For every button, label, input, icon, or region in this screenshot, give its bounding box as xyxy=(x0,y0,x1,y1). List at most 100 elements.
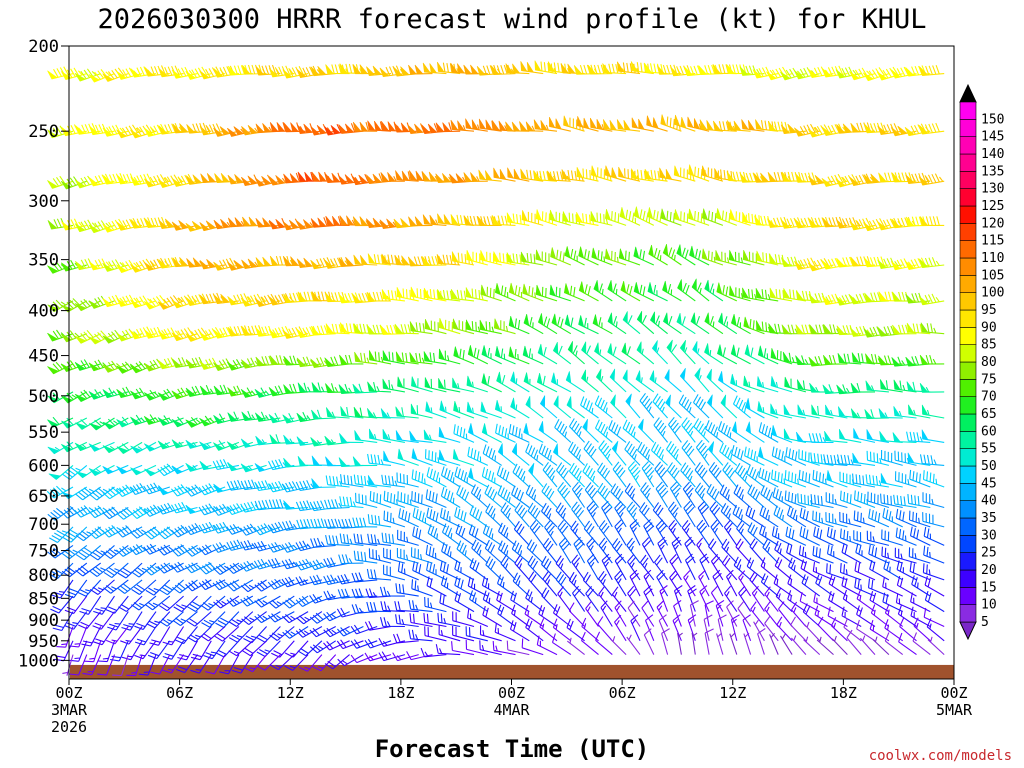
wind-barb-285-0 xyxy=(47,175,74,189)
wind-barb-285-12 xyxy=(214,172,239,183)
wind-barb-635-18 xyxy=(295,480,322,492)
wind-barb-635-28 xyxy=(440,466,461,488)
wind-barb-460-63-flags xyxy=(919,354,929,365)
wind-barb-285-42-shaft xyxy=(631,169,654,182)
wind-barb-635-41-shaft xyxy=(627,461,641,488)
wind-barb-320-13 xyxy=(228,217,253,228)
wind-barb-845-48-shaft xyxy=(726,569,738,597)
wind-barb-460-26-flags xyxy=(409,352,417,363)
wind-barb-915-41 xyxy=(627,600,641,627)
wind-barb-355-33-flags xyxy=(506,252,514,263)
wind-barb-600-56-shaft xyxy=(823,454,848,466)
wind-barb-285-53-shaft xyxy=(783,171,806,182)
wind-barb-320-46-shaft xyxy=(688,210,710,226)
wind-barb-985-5-shaft xyxy=(126,654,143,677)
wind-barb-530-61-flags xyxy=(893,406,901,417)
wind-barb-215-60 xyxy=(876,66,903,81)
wind-barb-530-52 xyxy=(770,403,793,419)
wind-barb-425-40 xyxy=(607,312,627,335)
wind-barb-460-49 xyxy=(730,344,751,365)
wind-barb-880-17 xyxy=(282,611,309,624)
wind-barb-565-50-flags xyxy=(745,421,752,435)
wind-barb-775-28 xyxy=(441,542,461,564)
wind-barb-285-56-shaft xyxy=(825,173,848,187)
wind-barb-215-18-shaft xyxy=(300,65,322,79)
wind-barb-740-18-shaft xyxy=(295,540,323,552)
wind-barb-425-45-flags xyxy=(676,312,682,326)
wind-barb-600-63-shaft xyxy=(919,454,945,466)
wind-barb-810-27 xyxy=(426,561,447,581)
wind-barb-390-10 xyxy=(185,293,212,307)
wind-barb-425-8 xyxy=(157,327,184,340)
wind-barb-565-27-flags xyxy=(423,429,431,441)
wind-barb-950-53 xyxy=(790,616,807,642)
wind-barb-425-4 xyxy=(102,329,129,344)
wind-barb-390-50-flags xyxy=(742,287,749,299)
wind-barb-740-0 xyxy=(47,544,74,559)
wind-barb-215-9-flags xyxy=(171,69,183,79)
barb-row-915 xyxy=(56,599,945,648)
wind-barb-985-28 xyxy=(435,644,461,656)
wind-barb-495-46 xyxy=(694,367,710,393)
wind-barb-495-5-flags xyxy=(116,389,128,398)
barb-row-880 xyxy=(52,585,945,632)
wind-barb-530-42-shaft xyxy=(639,392,655,419)
wind-barb-915-23 xyxy=(364,620,392,631)
wind-barb-425-56-flags xyxy=(823,324,832,334)
wind-barb-880-23-shaft xyxy=(366,601,392,613)
wind-barb-670-53-shaft xyxy=(784,490,807,509)
wind-barb-775-48-shaft xyxy=(721,538,738,564)
wind-barb-460-18-flags xyxy=(296,357,307,367)
wind-barb-285-30 xyxy=(463,172,488,182)
wind-barb-985-58-shaft xyxy=(859,635,876,655)
wind-barb-845-45 xyxy=(683,570,696,597)
wind-barb-880-25-shaft xyxy=(394,601,419,613)
wind-barb-775-16-shaft xyxy=(267,557,295,569)
wind-barb-215-27 xyxy=(422,62,447,75)
wind-barb-775-31 xyxy=(484,539,503,564)
wind-barb-565-55-shaft xyxy=(808,433,834,443)
wind-barb-425-8-shaft xyxy=(162,327,184,340)
wind-barb-740-44-shaft xyxy=(668,519,682,546)
wind-barb-810-21 xyxy=(337,574,364,585)
wind-barb-810-30-shaft xyxy=(469,558,489,581)
wind-barb-355-53-shaft xyxy=(783,256,806,267)
wind-barb-635-59 xyxy=(865,474,889,488)
wind-barb-845-62 xyxy=(911,575,931,597)
wind-barb-355-28 xyxy=(436,254,461,266)
wind-barb-250-21 xyxy=(338,123,364,134)
wind-barb-705-14 xyxy=(240,523,267,536)
wind-barb-775-26 xyxy=(410,547,433,564)
wind-barb-355-48-flags xyxy=(715,250,722,262)
wind-barb-635-40 xyxy=(612,461,627,488)
wind-barb-985-36 xyxy=(551,633,572,656)
wind-barb-215-20 xyxy=(325,64,350,75)
wind-barb-600-32 xyxy=(497,443,516,466)
wind-barb-285-30-flags xyxy=(463,172,479,182)
y-tick-label-950: 950 xyxy=(28,632,59,652)
wind-barb-320-51-flags xyxy=(754,215,763,226)
wind-barb-705-44 xyxy=(667,501,682,528)
wind-barb-565-39 xyxy=(595,419,613,443)
wind-barb-775-5 xyxy=(117,562,143,579)
wind-barb-215-49-flags xyxy=(726,64,735,74)
wind-barb-985-51 xyxy=(769,632,779,655)
wind-barb-215-30-flags xyxy=(463,64,479,75)
wind-barb-565-62-shaft xyxy=(906,431,931,443)
wind-barb-985-0-shaft xyxy=(62,654,74,676)
wind-barb-775-45 xyxy=(684,536,696,564)
wind-barb-845-3-shaft xyxy=(93,595,115,615)
wind-barb-355-6-flags xyxy=(130,264,142,273)
wind-barb-460-22-flags xyxy=(354,351,362,363)
wind-barb-565-10 xyxy=(185,439,212,449)
wind-barb-390-63-flags xyxy=(918,295,929,306)
wind-barb-915-50-shaft xyxy=(750,601,765,627)
wind-barb-285-12-flags xyxy=(214,172,230,183)
wind-barb-985-36-shaft xyxy=(551,633,572,656)
wind-barb-355-41 xyxy=(618,248,641,266)
wind-barb-635-21-shaft xyxy=(340,474,364,488)
wind-barb-215-50-flags xyxy=(739,66,749,76)
wind-barb-845-60-shaft xyxy=(882,577,903,597)
wind-barb-845-53 xyxy=(787,574,807,597)
barb-row-215 xyxy=(47,60,945,83)
